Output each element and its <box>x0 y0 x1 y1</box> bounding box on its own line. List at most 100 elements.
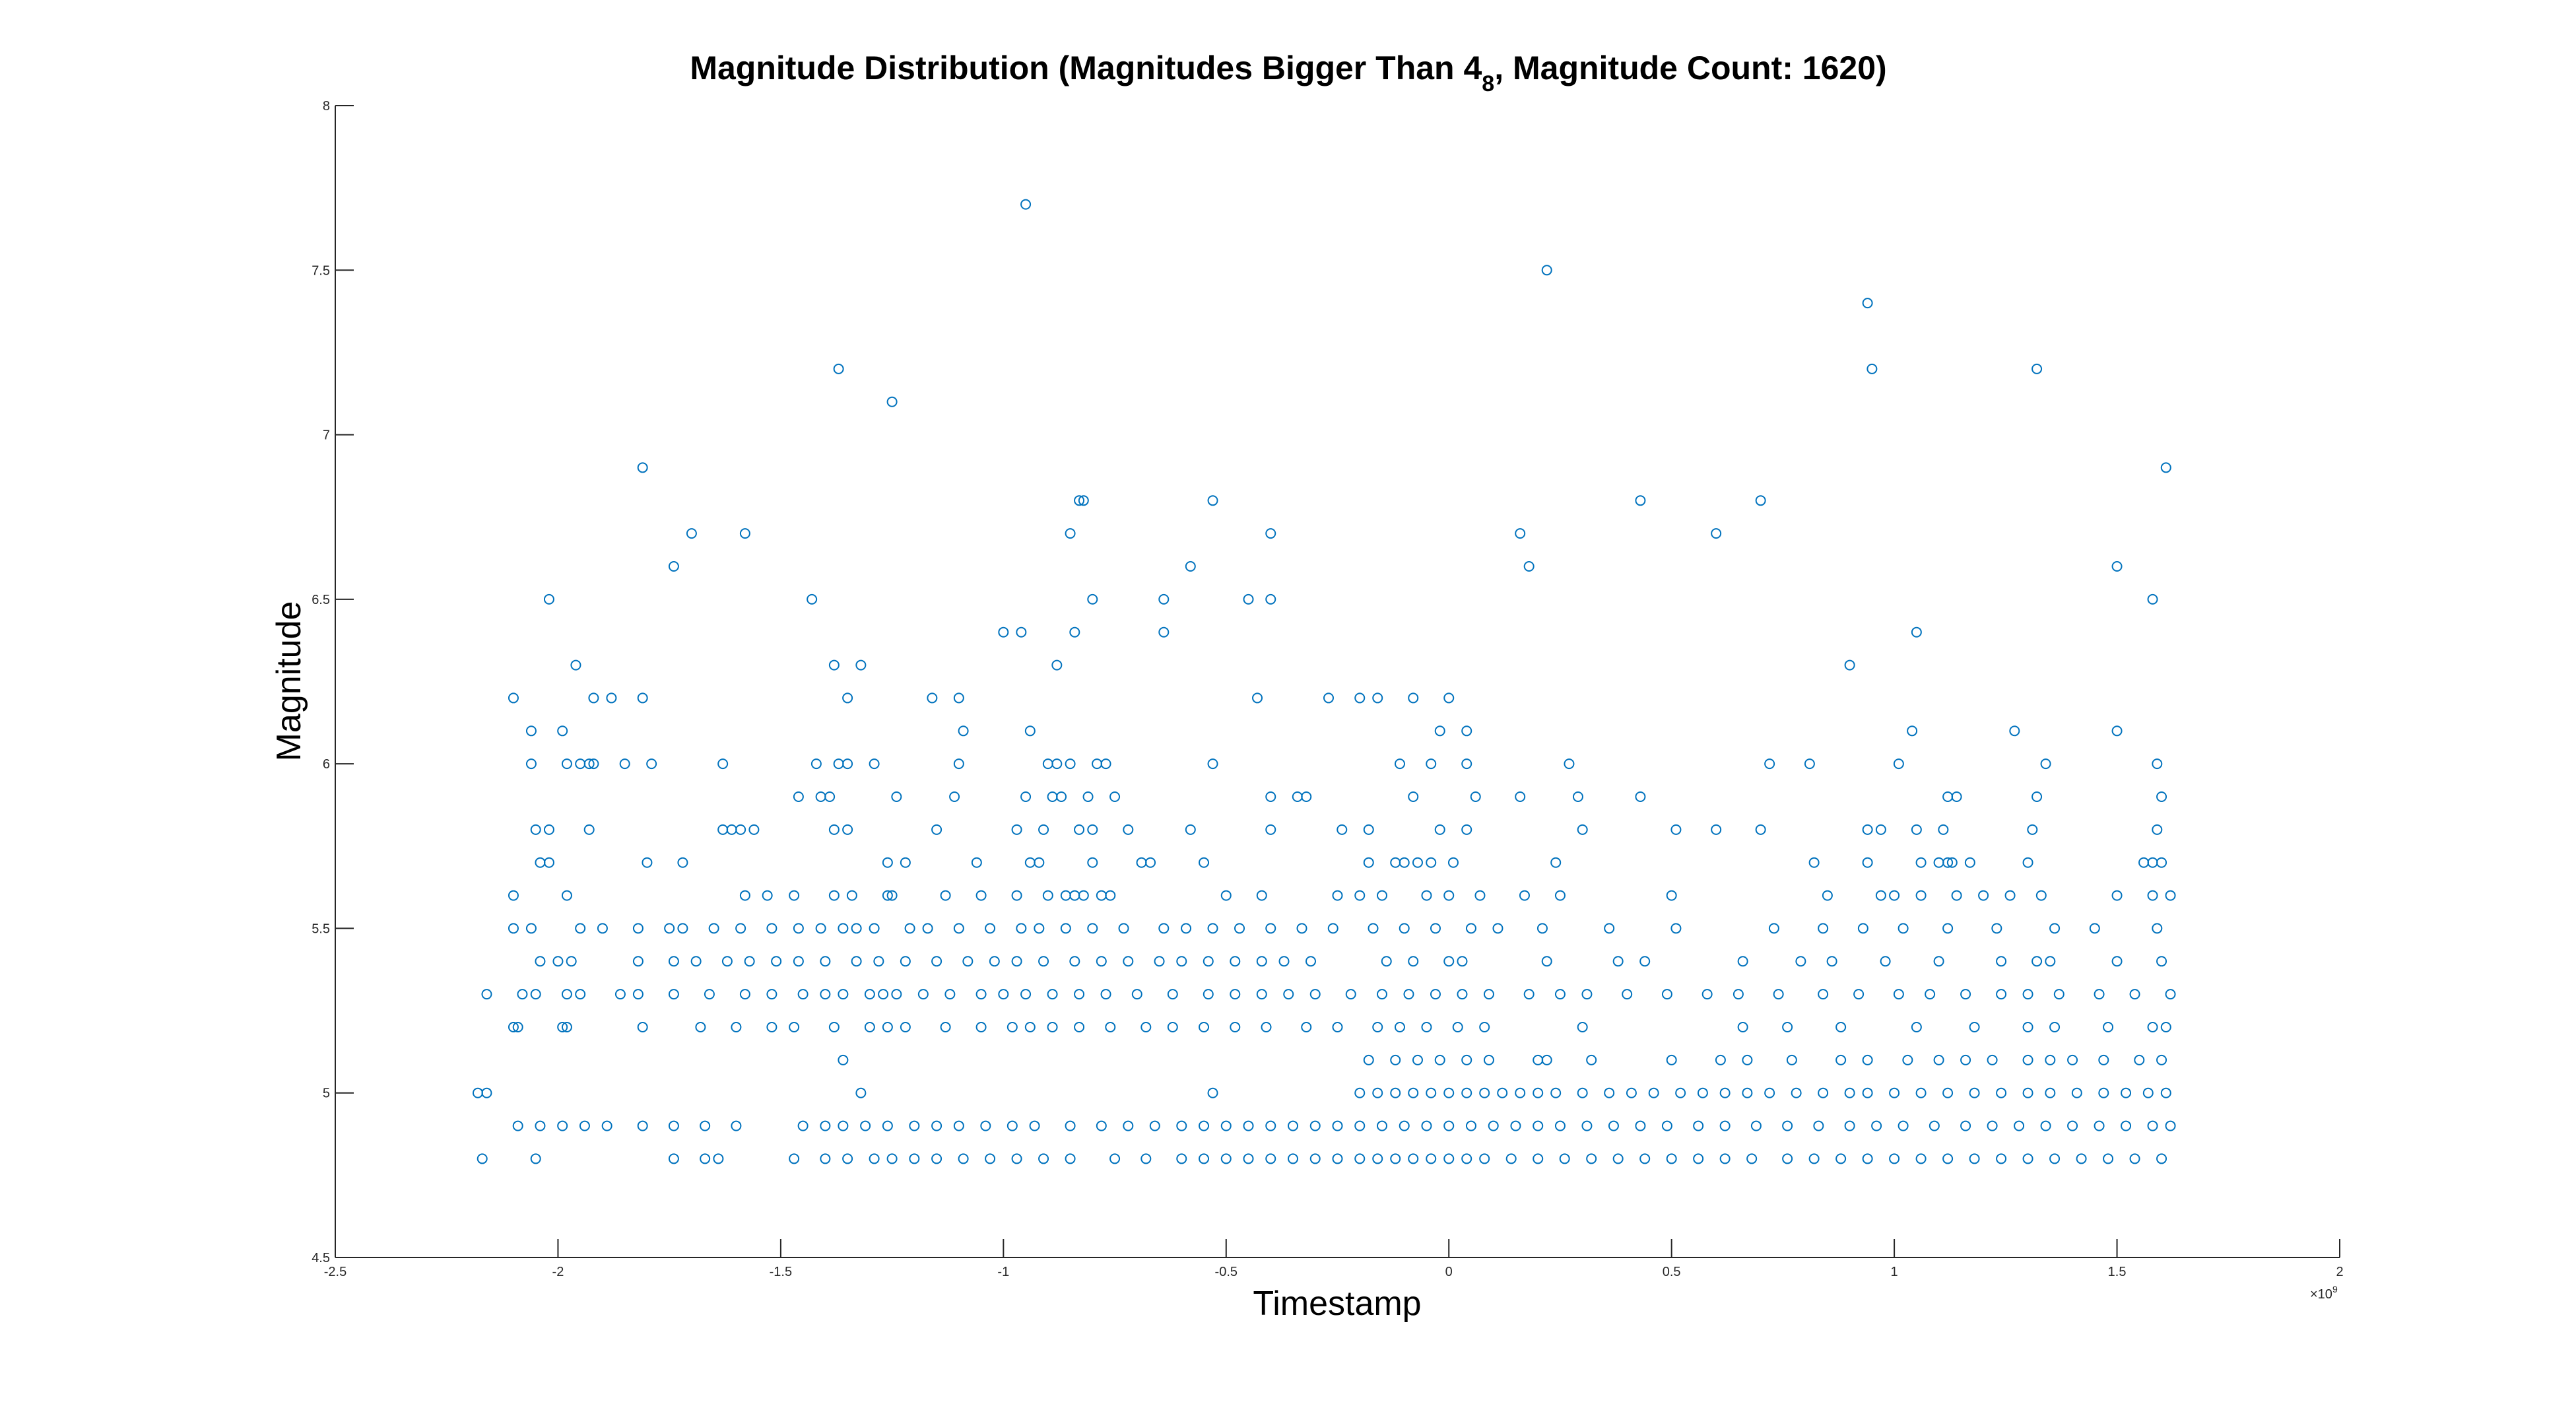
scatter-point <box>1795 956 1806 967</box>
scatter-point <box>1372 1087 1383 1098</box>
scatter-point <box>1256 956 1267 967</box>
scatter-point <box>807 593 818 605</box>
scatter-point <box>1296 923 1307 934</box>
scatter-point <box>931 1153 942 1164</box>
scatter-point <box>1421 1022 1432 1032</box>
scatter-point <box>1541 265 1552 276</box>
scatter-point <box>1871 1120 1882 1131</box>
scatter-point <box>1969 1022 1980 1032</box>
scatter-point <box>1898 923 1909 934</box>
scatter-point <box>2152 758 2163 770</box>
scatter-point <box>525 725 537 737</box>
scatter-point <box>1024 725 1036 737</box>
scatter-point <box>1889 1087 1900 1098</box>
scatter-point <box>1426 1153 1437 1164</box>
scatter-point <box>2165 989 2176 1000</box>
scatter-point <box>2071 1087 2082 1098</box>
scatter-point <box>940 890 951 901</box>
scatter-point <box>838 1054 849 1065</box>
scatter-point <box>1011 890 1022 901</box>
scatter-point <box>1505 1153 1517 1164</box>
scatter-point <box>717 758 729 770</box>
scatter-point <box>1123 824 1134 835</box>
scatter-point <box>1925 989 1936 1000</box>
scatter-point <box>517 989 528 1000</box>
scatter-point <box>1737 956 1748 967</box>
scatter-point <box>1354 1153 1366 1164</box>
scatter-point <box>700 1153 711 1164</box>
scatter-point <box>1461 1087 1472 1098</box>
scatter-point <box>1737 1022 1748 1032</box>
scatter-point <box>1483 1054 1494 1065</box>
scatter-point <box>1123 1120 1134 1131</box>
scatter-point <box>940 1022 951 1032</box>
scatter-point <box>2156 1054 2167 1065</box>
scatter-point <box>2111 956 2123 967</box>
scatter-point <box>2094 989 2105 1000</box>
scatter-point <box>1203 989 1214 1000</box>
y-tick-label: 7.5 <box>312 263 330 278</box>
scatter-point <box>632 923 644 934</box>
scatter-point <box>2134 1054 2145 1065</box>
scatter-point <box>1443 956 1455 967</box>
y-tick-label: 8 <box>323 99 330 114</box>
scatter-point <box>931 824 942 835</box>
scatter-point <box>922 923 933 934</box>
x-ticks: -2.5 -2 -1.5 -1 -0.5 0 0.5 1 1.5 2 <box>324 1239 2344 1279</box>
scatter-point <box>1074 1022 1085 1032</box>
scatter-point <box>695 1022 706 1032</box>
scatter-point <box>1915 1087 1927 1098</box>
scatter-point <box>1661 1120 1672 1131</box>
scatter-point <box>2147 1022 2158 1032</box>
scatter-point <box>1390 1087 1401 1098</box>
scatter-point <box>882 1120 893 1131</box>
scatter-point <box>1523 989 1535 1000</box>
scatter-point <box>842 758 853 770</box>
scatter-point <box>530 824 541 835</box>
scatter-point <box>1412 857 1423 868</box>
scatter-point <box>1443 1087 1455 1098</box>
scatter-point <box>1265 791 1276 802</box>
scatter-point <box>846 890 857 901</box>
y-ticks: 4.5 5 5.5 6 6.5 7 7.5 8 <box>312 99 354 1265</box>
scatter-point <box>668 956 679 967</box>
scatter-point <box>766 923 777 934</box>
scatter-point <box>1082 791 1094 802</box>
scatter-point <box>1604 1087 1615 1098</box>
scatter-point <box>1711 824 1722 835</box>
scatter-point <box>1230 956 1241 967</box>
scatter-point <box>1987 1120 1998 1131</box>
scatter-point <box>1394 1022 1405 1032</box>
scatter-point <box>842 692 853 704</box>
scatter-point <box>632 989 644 1000</box>
scatter-point <box>900 1022 911 1032</box>
scatter-point <box>1443 1153 1455 1164</box>
scatter-point <box>2045 1087 2056 1098</box>
scatter-point <box>1515 528 1526 539</box>
scatter-point <box>508 890 519 901</box>
scatter-point <box>2147 1120 2158 1131</box>
scatter-point <box>851 923 862 934</box>
scatter-point <box>789 1022 800 1032</box>
y-axis-label: Magnitude <box>270 601 308 762</box>
scatter-point <box>1434 824 1445 835</box>
scatter-point <box>917 989 929 1000</box>
x-tick-label: -1 <box>997 1265 1009 1279</box>
scatter-point <box>2009 725 2020 737</box>
scatter-point <box>1305 956 1317 967</box>
scatter-point <box>1158 923 1170 934</box>
scatter-point <box>1390 1153 1401 1164</box>
scatter-point <box>1461 1153 1472 1164</box>
scatter-point <box>512 1022 523 1032</box>
scatter-point <box>793 791 804 802</box>
scatter-point <box>2040 758 2051 770</box>
scatter-point <box>1363 824 1374 835</box>
scatter-point <box>962 956 974 967</box>
scatter-point <box>1376 890 1387 901</box>
scatter-point <box>1372 1153 1383 1164</box>
scatter-point <box>1586 1054 1597 1065</box>
y-tick-label: 6.5 <box>312 593 330 607</box>
scatter-point <box>1533 1120 1544 1131</box>
scatter-point <box>1288 1153 1299 1164</box>
